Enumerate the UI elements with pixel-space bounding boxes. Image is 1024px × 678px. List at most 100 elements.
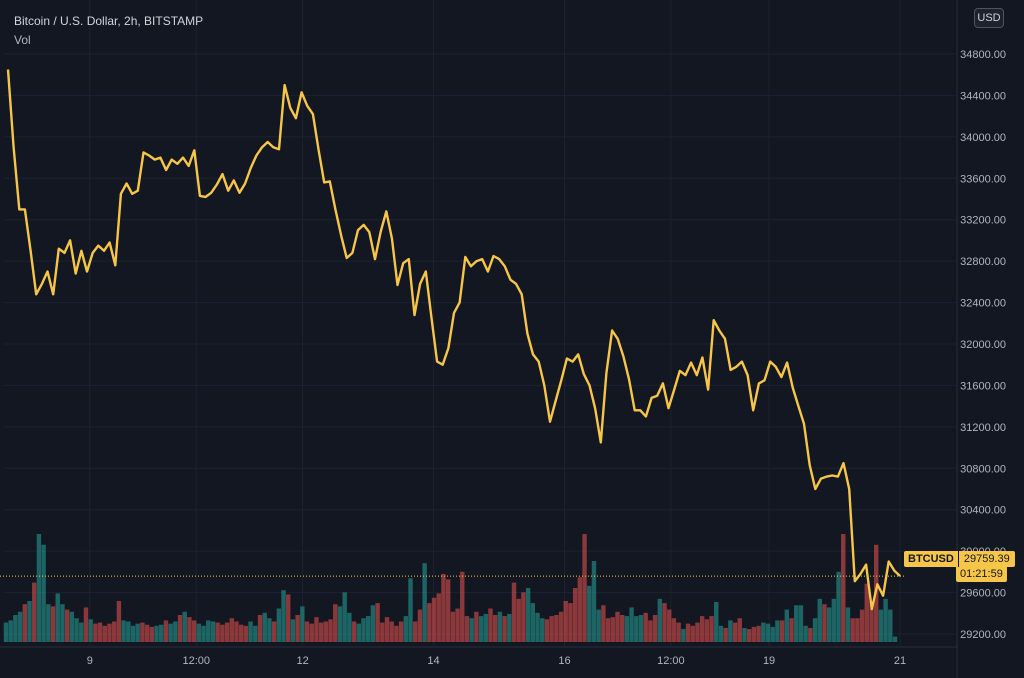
volume-bar bbox=[102, 625, 107, 642]
volume-bar bbox=[441, 573, 446, 642]
volume-bar bbox=[370, 605, 376, 642]
volume-bar bbox=[201, 625, 206, 642]
volume-bar bbox=[742, 627, 747, 642]
currency-button[interactable]: USD bbox=[974, 8, 1004, 28]
volume-bar bbox=[271, 621, 277, 642]
volume-bar bbox=[667, 609, 672, 642]
volume-bar bbox=[474, 611, 479, 642]
price-tick-label: 34800.00 bbox=[960, 49, 1006, 61]
volume-bar bbox=[554, 615, 559, 642]
volume-bar bbox=[648, 620, 653, 642]
volume-bar bbox=[671, 618, 677, 642]
volume-bar bbox=[196, 623, 202, 642]
volume-bar bbox=[845, 607, 851, 642]
volume-bar bbox=[413, 621, 418, 642]
volume-bar bbox=[775, 620, 780, 642]
volume-bar bbox=[728, 620, 733, 642]
volume-bar bbox=[149, 626, 155, 642]
volume-bar bbox=[507, 613, 512, 642]
symbol-title[interactable]: Bitcoin / U.S. Dollar, 2h, BITSTAMP bbox=[14, 14, 204, 28]
volume-bar bbox=[850, 618, 855, 642]
volume-bar bbox=[516, 598, 521, 642]
volume-bar bbox=[794, 605, 799, 642]
volume-bar bbox=[182, 611, 187, 642]
volume-bar bbox=[695, 622, 700, 642]
volume-bar bbox=[826, 607, 832, 642]
volume-bar bbox=[601, 605, 606, 642]
time-tick-label: 12:00 bbox=[657, 655, 685, 667]
volume-bars bbox=[3, 534, 898, 642]
volume-bar bbox=[582, 534, 587, 642]
volume-bar bbox=[27, 600, 32, 642]
volume-bar bbox=[563, 600, 568, 642]
volume-bar bbox=[191, 620, 197, 642]
volume-bar bbox=[770, 626, 775, 642]
volume-bar bbox=[478, 616, 484, 642]
volume-bar bbox=[883, 598, 888, 642]
volume-bar bbox=[864, 583, 869, 642]
volume-bar bbox=[878, 609, 884, 642]
volume-bar bbox=[111, 621, 117, 642]
volume-bar bbox=[55, 593, 60, 642]
price-tick-label: 32800.00 bbox=[960, 256, 1006, 268]
volume-bar bbox=[798, 605, 804, 642]
volume-bar bbox=[88, 619, 93, 642]
volume-bar bbox=[525, 588, 531, 642]
price-tick-label: 33600.00 bbox=[960, 173, 1006, 185]
volume-bar bbox=[253, 625, 258, 642]
volume-bar bbox=[737, 618, 742, 642]
volume-bar bbox=[685, 623, 691, 642]
volume-bar bbox=[351, 621, 357, 642]
grid bbox=[0, 0, 958, 678]
volume-bar bbox=[761, 622, 766, 642]
time-tick-label: 21 bbox=[894, 655, 906, 667]
volume-bar bbox=[699, 616, 705, 642]
volume-bar bbox=[596, 609, 601, 642]
bar-countdown: 01:21:59 bbox=[956, 567, 1007, 582]
volume-bar bbox=[389, 621, 394, 642]
volume-bar bbox=[417, 609, 423, 642]
volume-bar bbox=[403, 616, 409, 642]
volume-bar bbox=[464, 616, 470, 642]
volume-bar bbox=[154, 625, 159, 642]
volume-bar bbox=[690, 625, 695, 642]
volume-bar bbox=[262, 612, 267, 642]
price-line bbox=[6, 69, 901, 611]
last-price-symbol: BTCUSD bbox=[904, 551, 958, 567]
price-axis[interactable]: 29200.0029600.0030000.0030400.0030800.00… bbox=[960, 49, 1006, 641]
volume-bar bbox=[605, 618, 611, 642]
volume-bar bbox=[530, 603, 536, 642]
volume-bar bbox=[803, 625, 808, 642]
price-tick-label: 34000.00 bbox=[960, 132, 1006, 144]
volume-bar bbox=[206, 620, 211, 642]
volume-bar bbox=[257, 615, 263, 642]
volume-bar bbox=[615, 611, 620, 642]
volume-bar bbox=[304, 621, 310, 642]
volume-bar bbox=[779, 620, 785, 642]
volume-bar bbox=[286, 594, 291, 642]
volume-bar bbox=[455, 608, 460, 642]
price-tick-label: 29600.00 bbox=[960, 588, 1006, 600]
volume-bar bbox=[267, 618, 272, 642]
volume-bar bbox=[333, 604, 338, 642]
volume-bar bbox=[380, 622, 385, 642]
volume-bar bbox=[93, 623, 98, 642]
price-tick-label: 31600.00 bbox=[960, 380, 1006, 392]
time-tick-label: 12:00 bbox=[182, 655, 210, 667]
price-tick-label: 30400.00 bbox=[960, 505, 1006, 517]
volume-bar bbox=[732, 622, 738, 642]
time-tick-label: 12 bbox=[296, 655, 308, 667]
price-tick-label: 32000.00 bbox=[960, 339, 1006, 351]
volume-indicator-label[interactable]: Vol bbox=[14, 33, 31, 47]
volume-bar bbox=[74, 618, 79, 642]
volume-bar bbox=[356, 623, 361, 642]
volume-bar bbox=[135, 623, 140, 642]
time-axis[interactable]: 9 12:00 12 14 16 12:00 19 21 bbox=[87, 655, 906, 667]
volume-bar bbox=[126, 621, 131, 642]
volume-bar bbox=[817, 598, 822, 642]
price-tick-label: 33200.00 bbox=[960, 215, 1006, 227]
volume-bar bbox=[765, 623, 771, 642]
volume-bar bbox=[558, 611, 564, 642]
